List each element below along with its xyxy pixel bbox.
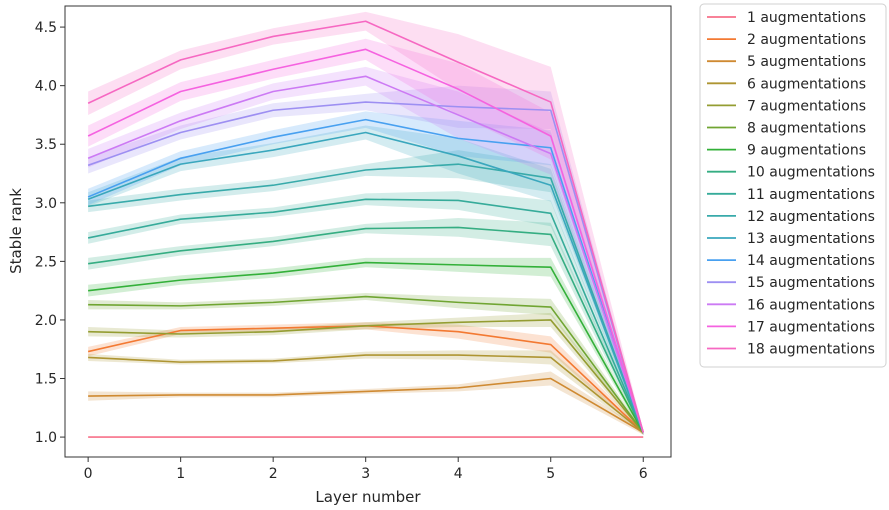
x-tick-label: 1	[176, 466, 185, 482]
y-axis-label: Stable rank	[7, 188, 25, 274]
x-tick-label: 3	[361, 466, 370, 482]
series-line-16	[87, 20, 645, 433]
series-band-3	[88, 371, 644, 435]
legend: 1 augmentations 2 augmentations 5 augmenta…	[699, 3, 887, 368]
plot-frame	[64, 5, 672, 458]
legend-label-9: 11 augmentations	[747, 187, 875, 203]
legend-box	[699, 3, 887, 368]
y-tick-label: 1.0	[35, 430, 57, 446]
legend-label-16: 18 augmentations	[747, 342, 875, 358]
series-line-5	[88, 319, 644, 433]
legend-label-7: 9 augmentations	[747, 143, 866, 159]
series-line-3	[88, 377, 644, 434]
y-tick-label: 4.0	[35, 79, 57, 95]
series-line-7	[88, 261, 644, 433]
y-tick-label: 3.5	[35, 137, 57, 153]
x-axis-label: Layer number	[315, 488, 421, 506]
legend-label-1: 1 augmentations	[747, 10, 866, 26]
legend-label-6: 8 augmentations	[747, 121, 866, 137]
y-axis: 1.0 1.5 2.0 2.5 3.0 3.5 4.0 4.5	[35, 20, 65, 446]
legend-label-11: 13 augmentations	[747, 231, 875, 247]
legend-label-15: 17 augmentations	[747, 319, 875, 335]
legend-label-12: 14 augmentations	[747, 253, 875, 269]
series-line-11	[87, 131, 644, 433]
series-band-6	[88, 293, 644, 435]
series-line-9	[87, 198, 644, 433]
y-tick-label: 2.5	[35, 254, 57, 270]
legend-label-8: 10 augmentations	[747, 165, 875, 181]
legend-label-10: 12 augmentations	[747, 209, 875, 225]
x-tick-label: 4	[454, 466, 463, 482]
x-tick-label: 6	[639, 466, 648, 482]
legend-label-2: 2 augmentations	[747, 32, 866, 48]
x-axis: 0 1 2 3 4 5 6	[84, 457, 648, 482]
series-lines	[87, 20, 645, 438]
y-tick-label: 4.5	[35, 20, 57, 36]
y-tick-label: 1.5	[35, 372, 57, 388]
series-line-14	[87, 75, 645, 433]
x-tick-label: 2	[269, 466, 278, 482]
x-tick-label: 0	[84, 466, 93, 482]
series-line-4	[88, 354, 644, 434]
legend-label-13: 15 augmentations	[747, 275, 875, 291]
series-line-13	[87, 101, 645, 433]
series-line-12	[87, 118, 645, 433]
legend-label-3: 5 augmentations	[747, 54, 866, 70]
legend-label-4: 6 augmentations	[747, 76, 866, 92]
series-line-10	[88, 163, 644, 433]
legend-label-14: 16 augmentations	[747, 297, 875, 313]
x-tick-label: 5	[546, 466, 555, 482]
series-line-15	[87, 48, 645, 433]
series-band-4	[88, 350, 644, 435]
y-tick-label: 3.0	[35, 196, 57, 212]
series-line-6	[88, 295, 644, 433]
series-line-8	[88, 226, 644, 433]
legend-label-5: 7 augmentations	[747, 98, 866, 114]
confidence-bands	[88, 11, 644, 435]
y-tick-label: 2.0	[35, 313, 57, 329]
